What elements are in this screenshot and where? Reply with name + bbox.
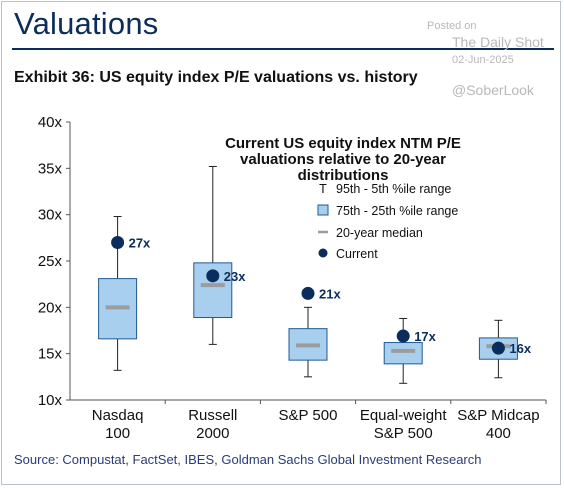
iqr-box (383, 342, 423, 365)
legend-label: 75th - 25th %ile range (336, 204, 458, 218)
source-note: Source: Compustat, FactSet, IBES, Goldma… (14, 452, 482, 467)
watermark-site: The Daily Shot (452, 34, 544, 50)
watermark-handle: @SoberLook (452, 82, 534, 98)
current-value-label: 27x (129, 235, 151, 250)
x-tick-label: Equal-weight (360, 407, 448, 424)
x-tick-label-line2: 100 (105, 425, 130, 442)
x-tick-label-line2: S&P 500 (374, 425, 433, 442)
current-dot (206, 269, 220, 283)
x-tick-label-line2: 2000 (196, 425, 229, 442)
legend: Current US equity index NTM P/Evaluation… (225, 135, 461, 261)
legend-whisker-glyph: T (319, 182, 327, 196)
legend-label: 95th - 5th %ile range (336, 182, 451, 196)
chart-title-line: Current US equity index NTM P/E (225, 135, 461, 152)
legend-box-glyph (317, 204, 329, 216)
current-value-label: 23x (224, 269, 246, 284)
legend-label: Current (336, 247, 378, 261)
exhibit-title: Exhibit 36: US equity index P/E valuatio… (14, 69, 418, 86)
title-rule (12, 48, 554, 50)
current-dot (111, 235, 125, 249)
y-tick-label: 10x (38, 392, 63, 409)
current-value-label: 16x (509, 341, 531, 356)
current-dot (301, 286, 315, 300)
legend-label: 20-year median (336, 226, 423, 240)
y-tick-label: 15x (38, 346, 63, 363)
x-tick-label: Russell (188, 407, 237, 424)
x-tick-label: S&P 500 (279, 407, 338, 424)
section-title: Valuations (14, 6, 159, 41)
current-dot (396, 329, 410, 343)
watermark-date: 02-Jun-2025 (452, 54, 514, 66)
x-tick-label-line2: 400 (486, 425, 511, 442)
x-tick-label: Nasdaq (92, 407, 144, 424)
chart-title-line: valuations relative to 20-year (240, 151, 446, 168)
current-value-label: 17x (414, 329, 436, 344)
y-tick-label: 25x (38, 253, 63, 270)
current-value-label: 21x (319, 286, 341, 301)
y-tick-label: 40x (38, 114, 63, 131)
x-tick-label: S&P Midcap (457, 407, 539, 424)
chart-title-line: distributions (298, 167, 389, 184)
legend-current-glyph (318, 248, 328, 258)
y-tick-label: 30x (38, 207, 63, 224)
current-dot (491, 341, 505, 355)
y-tick-label: 20x (38, 299, 63, 316)
y-tick-label: 35x (38, 160, 63, 177)
watermark-posted: Posted on (427, 20, 477, 32)
